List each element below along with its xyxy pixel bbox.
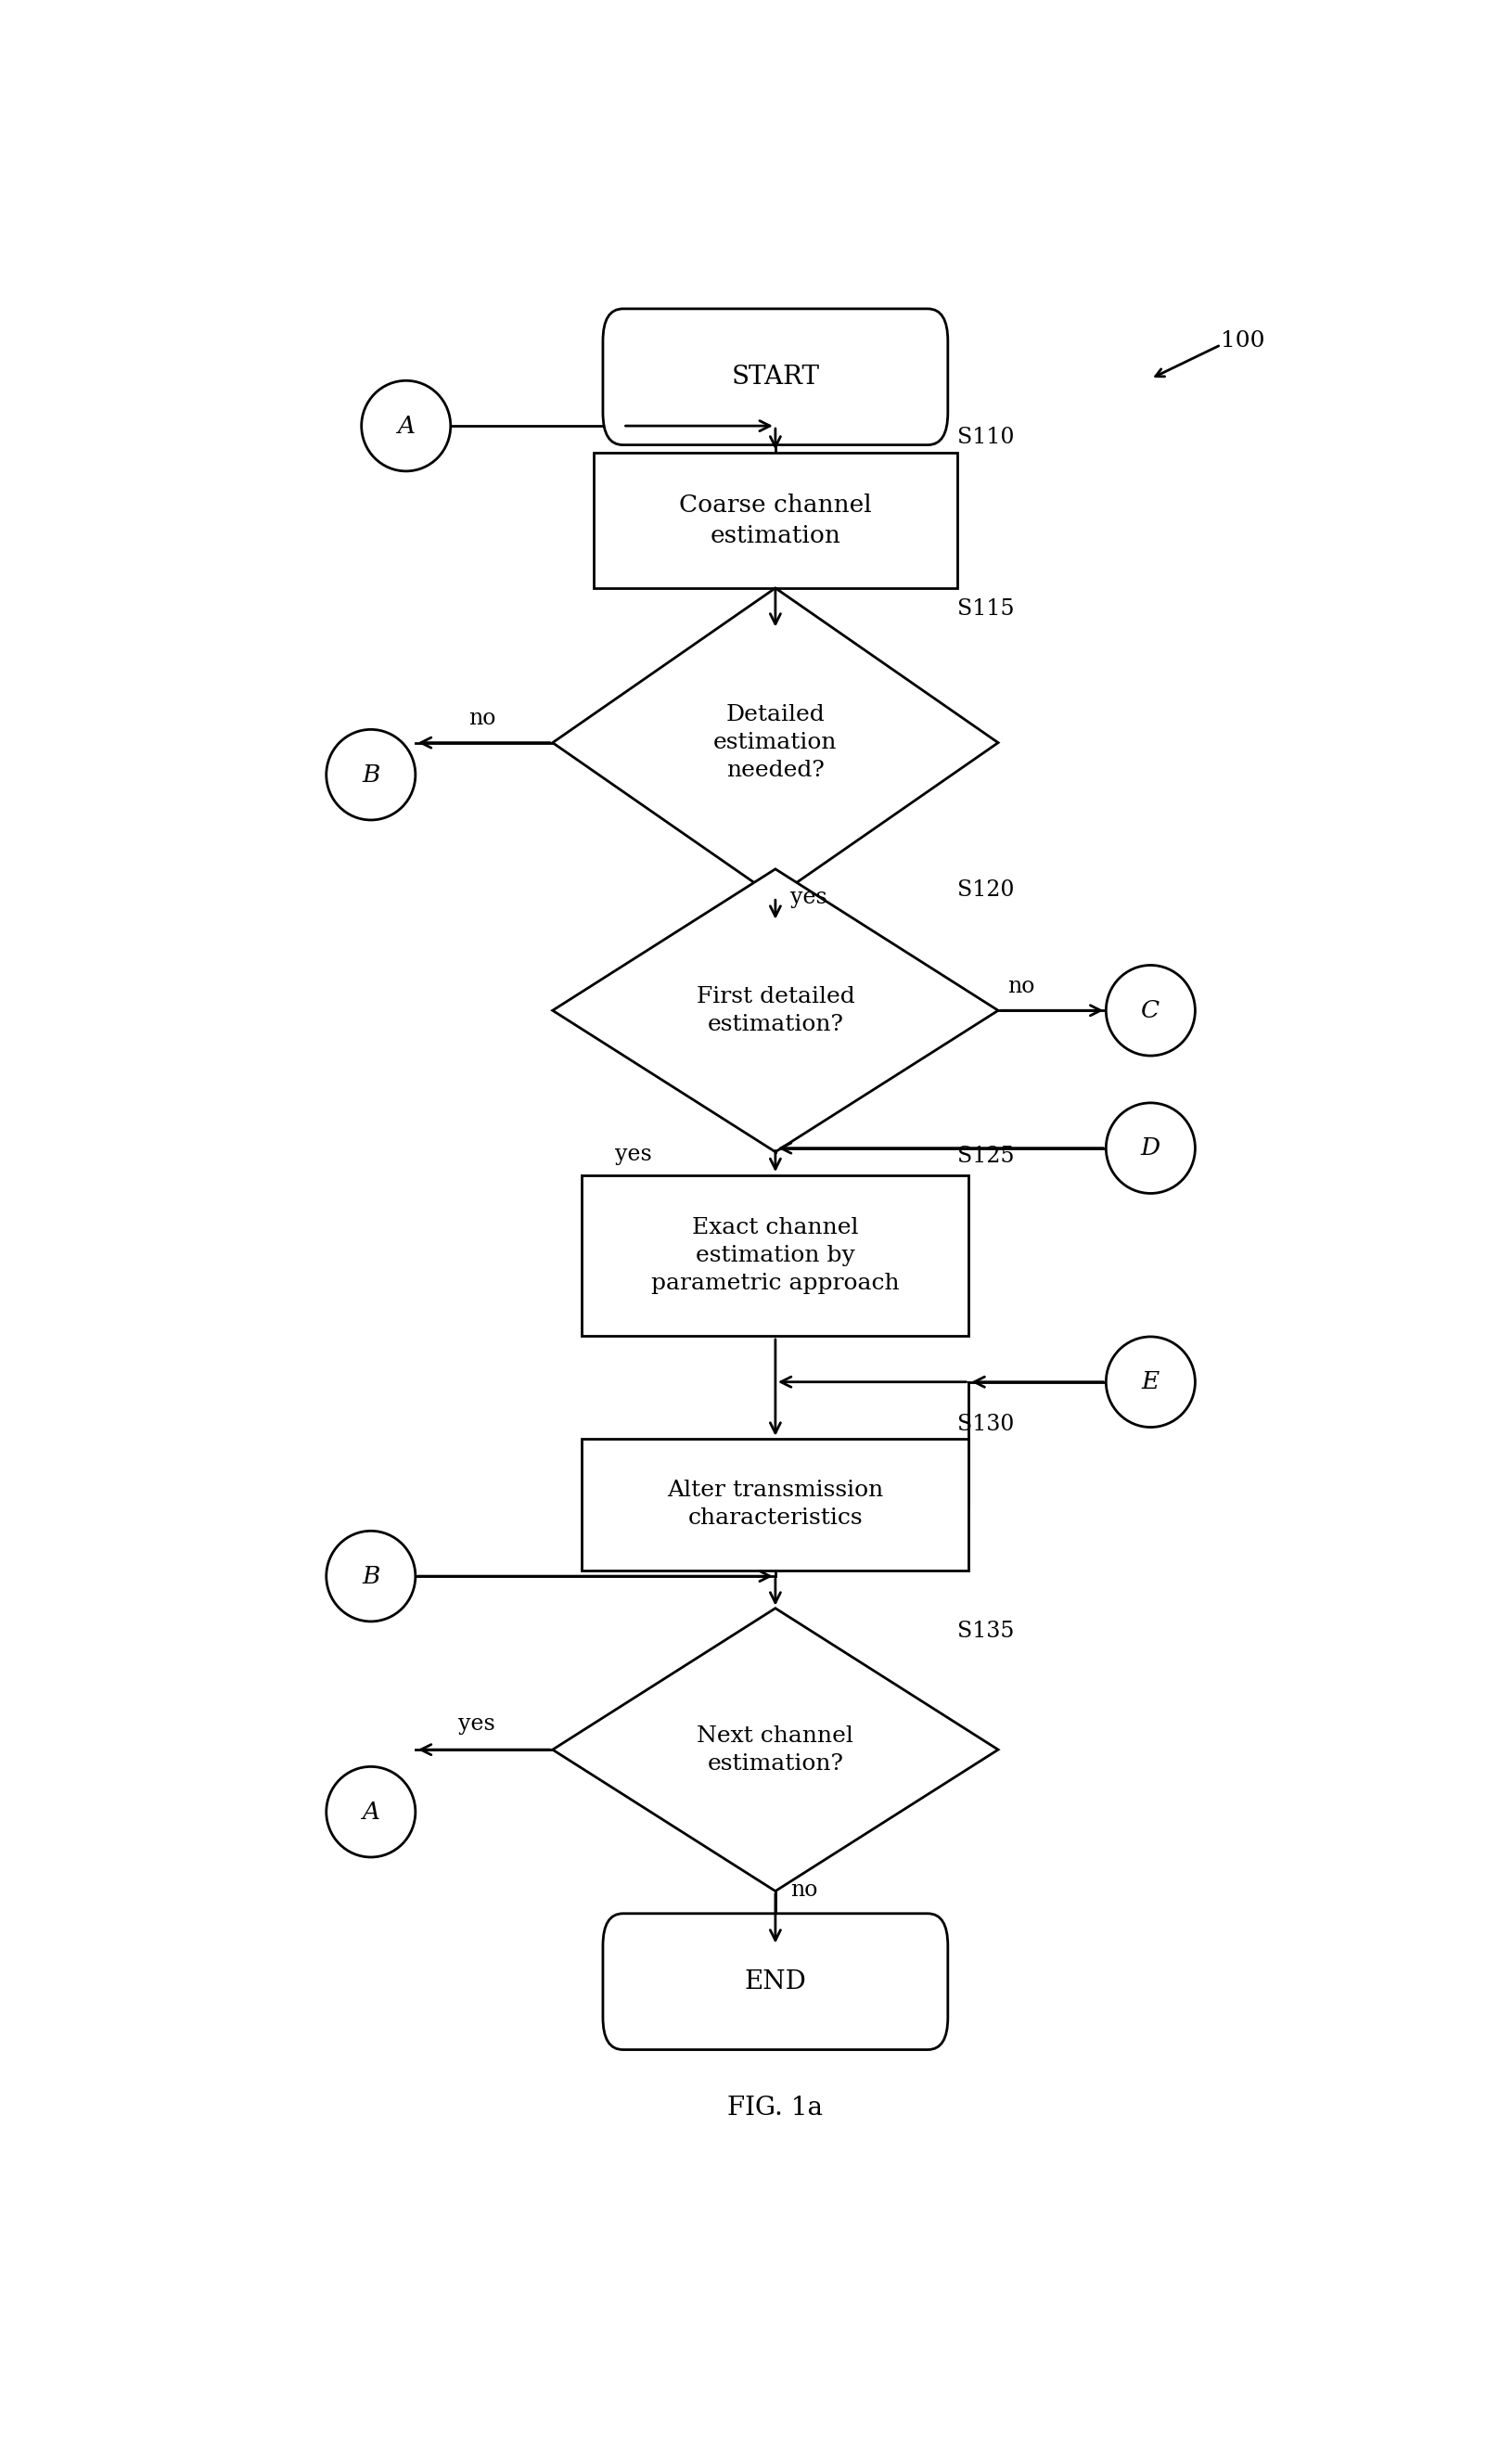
Text: A: A: [398, 414, 414, 438]
Text: no: no: [791, 1878, 818, 1900]
Text: A: A: [361, 1800, 380, 1825]
Polygon shape: [552, 869, 998, 1151]
Text: yes: yes: [458, 1714, 494, 1734]
FancyBboxPatch shape: [602, 309, 948, 446]
Ellipse shape: [361, 380, 451, 470]
Ellipse shape: [1105, 1102, 1194, 1193]
FancyBboxPatch shape: [602, 1913, 948, 2050]
Text: D: D: [1140, 1136, 1160, 1161]
Text: no: no: [469, 708, 496, 730]
Text: S135: S135: [957, 1621, 1013, 1643]
Text: S120: S120: [957, 879, 1013, 901]
Text: Detailed
estimation
needed?: Detailed estimation needed?: [714, 703, 836, 781]
Text: no: no: [1007, 975, 1034, 997]
Bar: [593, 453, 957, 588]
Text: S125: S125: [957, 1146, 1013, 1168]
Ellipse shape: [1105, 965, 1194, 1056]
Bar: [582, 1438, 968, 1570]
Bar: [582, 1176, 968, 1335]
Text: END: END: [744, 1969, 806, 1993]
Ellipse shape: [1105, 1337, 1194, 1428]
Polygon shape: [552, 588, 998, 896]
Text: First detailed
estimation?: First detailed estimation?: [696, 987, 854, 1036]
Text: S110: S110: [957, 426, 1013, 448]
Text: yes: yes: [615, 1144, 652, 1166]
Polygon shape: [552, 1609, 998, 1891]
Text: FIG. 1a: FIG. 1a: [727, 2096, 823, 2121]
Ellipse shape: [327, 1531, 416, 1621]
Text: B: B: [361, 1565, 380, 1587]
Text: START: START: [730, 365, 820, 389]
Text: yes: yes: [791, 887, 827, 909]
Text: S115: S115: [957, 598, 1013, 620]
Text: Coarse channel
estimation: Coarse channel estimation: [679, 492, 871, 546]
Text: S130: S130: [957, 1413, 1013, 1435]
Text: Exact channel
estimation by
parametric approach: Exact channel estimation by parametric a…: [650, 1217, 900, 1293]
Ellipse shape: [327, 730, 416, 820]
Text: E: E: [1142, 1371, 1158, 1393]
Text: 100: 100: [1220, 331, 1264, 353]
Text: Alter transmission
characteristics: Alter transmission characteristics: [667, 1479, 883, 1528]
Text: Next channel
estimation?: Next channel estimation?: [697, 1724, 853, 1776]
Text: C: C: [1140, 999, 1160, 1021]
Text: B: B: [361, 764, 380, 786]
Ellipse shape: [327, 1766, 416, 1856]
